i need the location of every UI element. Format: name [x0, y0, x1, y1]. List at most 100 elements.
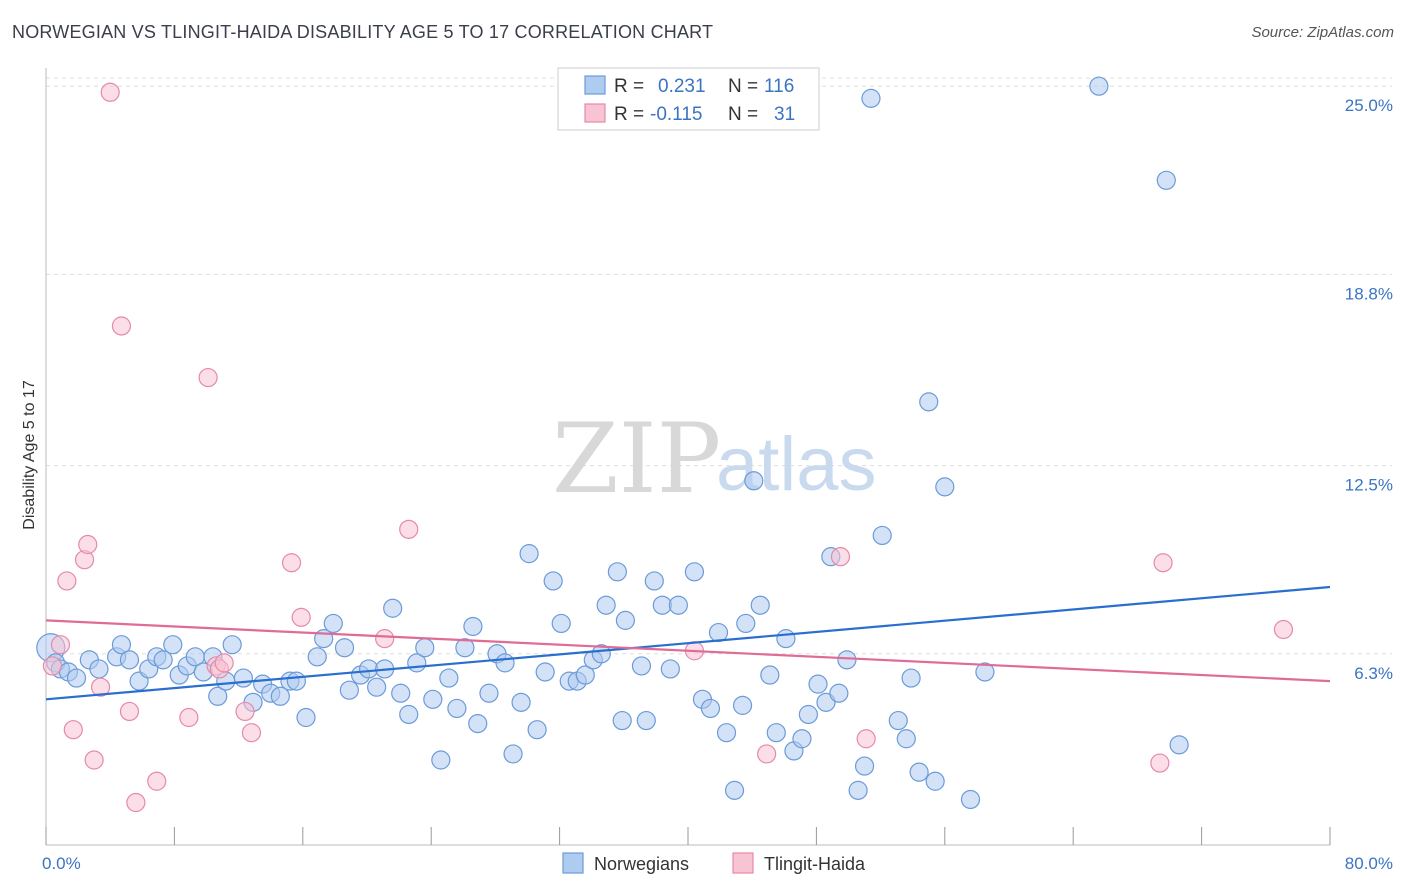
bottom-legend-norwegians: Norwegians — [594, 854, 689, 874]
norwegians-point — [439, 668, 459, 688]
tlingit-haida-point — [57, 571, 77, 591]
norwegians-point — [527, 720, 547, 740]
norwegians-point — [829, 683, 849, 703]
norwegians-point — [631, 656, 652, 676]
norwegians-point — [896, 729, 916, 749]
norwegians-point — [872, 525, 892, 546]
norwegians-point — [960, 789, 981, 810]
trend-lines — [45, 585, 1331, 701]
tlingit-haida-points — [42, 82, 1294, 813]
bottom-legend-tlingit-haida: Tlingit-Haida — [764, 854, 866, 874]
norwegians-point — [367, 677, 387, 697]
norwegians-point — [503, 744, 523, 764]
norwegians-point — [463, 616, 483, 637]
grid-lines — [46, 77, 1392, 655]
norwegians-point — [339, 680, 359, 700]
norwegians-point — [837, 650, 857, 670]
x-tick-label-max: 80.0% — [1345, 854, 1393, 873]
tlingit-haida-point — [830, 547, 851, 567]
tlingit-haida-point — [179, 707, 199, 728]
bottom-legend: Norwegians Tlingit-Haida — [562, 852, 866, 874]
norwegians-point — [296, 707, 316, 728]
norwegians-point — [607, 562, 627, 582]
norwegians-point — [399, 704, 419, 725]
norwegians-point — [383, 598, 403, 618]
y-tick-label: 12.5% — [1345, 476, 1393, 495]
tlingit-haida-point — [198, 367, 218, 388]
norwegians-point — [415, 638, 435, 658]
tlingit-haida-point — [126, 792, 146, 813]
norwegians-point — [636, 710, 656, 731]
norwegians-point — [612, 710, 632, 731]
tlingit-haida-point — [111, 316, 132, 336]
norwegians-point — [511, 692, 531, 712]
norwegians-point — [776, 629, 796, 649]
tlingit-haida-point — [119, 701, 140, 722]
norwegians-point — [716, 723, 737, 743]
norwegians-point — [935, 477, 955, 497]
tlingit-haida-point — [50, 635, 71, 655]
norwegians-point — [359, 659, 379, 679]
norwegians-point — [975, 662, 995, 682]
legend-r-value-2: -0.115 — [650, 104, 702, 125]
norwegians-point — [744, 471, 764, 491]
norwegians-point — [447, 698, 467, 719]
tlingit-haida-point — [84, 750, 104, 770]
legend-n-label-1: N = — [728, 76, 758, 97]
norwegians-point — [1089, 76, 1109, 96]
tlingit-haida-point — [1150, 753, 1170, 773]
tlingit-haida-point — [90, 677, 111, 697]
chart-title: NORWEGIAN VS TLINGIT-HAIDA DISABILITY AG… — [12, 22, 714, 42]
norwegians-point — [153, 650, 173, 670]
bottom-legend-swatch-norwegians — [562, 852, 584, 874]
norwegians-point — [222, 635, 242, 655]
source-credit: Source: ZipAtlas.com — [1251, 24, 1394, 41]
x-tick-labels: 0.0% 80.0% — [42, 854, 1393, 873]
norwegians-point — [668, 595, 688, 615]
legend-swatch-norwegians — [584, 75, 606, 95]
norwegians-point — [732, 695, 753, 715]
norwegians-point — [925, 771, 945, 791]
norwegians-point — [307, 647, 327, 667]
norwegians-point — [479, 683, 499, 703]
watermark-zip: ZIP — [552, 403, 721, 515]
norwegians-point — [909, 762, 929, 782]
tlingit-haida-trend-line — [45, 619, 1331, 683]
tlingit-haida-point — [42, 656, 63, 676]
tlingit-haida-point — [100, 82, 120, 102]
norwegians-point — [391, 683, 411, 703]
norwegians-point — [119, 650, 140, 670]
norwegians-point — [1169, 735, 1189, 755]
norwegians-point — [334, 638, 355, 658]
norwegians-point — [551, 613, 571, 634]
norwegians-point — [848, 780, 868, 800]
norwegians-point — [861, 88, 881, 108]
legend-r-label-1: R = — [614, 76, 644, 97]
norwegians-point — [495, 653, 515, 673]
norwegians-point — [208, 686, 228, 706]
norwegians-point — [519, 544, 539, 564]
norwegians-point — [808, 674, 828, 694]
tlingit-haida-point — [1153, 553, 1173, 573]
tlingit-haida-point — [856, 729, 876, 749]
norwegians-point — [660, 659, 680, 679]
norwegians-point — [111, 635, 132, 655]
tlingit-haida-point — [241, 723, 262, 743]
watermark: ZIP atlas — [552, 403, 877, 515]
axes — [45, 68, 1331, 846]
watermark-atlas: atlas — [716, 422, 877, 507]
tlingit-haida-point — [63, 720, 83, 740]
norwegians-point — [888, 710, 908, 731]
legend-swatch-tlingit-haida — [584, 103, 606, 123]
norwegians-point — [792, 729, 812, 749]
norwegians-point — [644, 571, 664, 591]
norwegians-point — [323, 613, 343, 634]
norwegians-point — [286, 671, 306, 691]
norwegians-point — [652, 595, 672, 615]
y-tick-label: 18.8% — [1345, 284, 1393, 303]
norwegians-point — [766, 723, 786, 743]
bottom-legend-swatch-tlingit-haida — [732, 852, 754, 874]
norwegians-point — [66, 668, 87, 688]
tlingit-haida-point — [291, 607, 311, 627]
